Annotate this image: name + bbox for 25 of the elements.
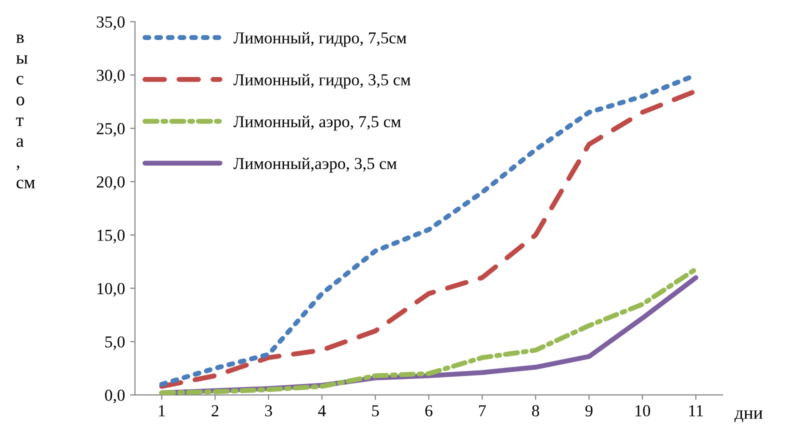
y-tick-label: 5,0	[105, 336, 125, 350]
x-tick-label: 8	[532, 405, 540, 416]
x-tick-label: 1	[158, 405, 165, 416]
x-tick-label: 10	[636, 405, 650, 416]
x-tick-label: 3	[265, 405, 272, 416]
x-tick-label: 9	[585, 405, 592, 416]
x-tick-label: 7	[479, 405, 486, 416]
legend-label: Лимонный,аэро, 3,5 см	[233, 158, 397, 173]
x-tick-label: 2	[212, 405, 218, 416]
y-tick-label: 20,0	[96, 176, 125, 190]
x-tick-label: 11	[689, 405, 703, 416]
y-tick-label: 15,0	[98, 230, 125, 244]
legend-label: Лимонный, аэро, 7,5 см	[233, 116, 401, 131]
y-tick-label: 0,0	[105, 390, 125, 404]
y-tick-label: 35,0	[96, 16, 125, 30]
y-tick-label: 25,0	[96, 123, 125, 137]
y-tick-label: 10,0	[98, 283, 125, 297]
x-tick-label: 6	[425, 405, 432, 416]
y-axis-title: высота, см	[16, 34, 35, 188]
legend-label: Лимонный, гидро, 7,5см	[233, 32, 406, 47]
legend-label: Лимонный, гидро, 3,5 см	[233, 74, 410, 89]
y-tick-label: 30,0	[96, 70, 125, 84]
x-tick-label: 5	[372, 405, 379, 416]
x-axis-title: дни	[734, 410, 763, 422]
x-tick-label: 4	[318, 405, 326, 416]
